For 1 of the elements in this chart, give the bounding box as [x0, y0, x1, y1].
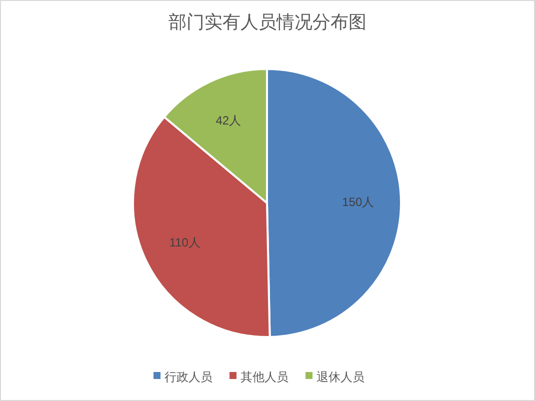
title: 部门实有人员情况分布图: [168, 12, 366, 32]
